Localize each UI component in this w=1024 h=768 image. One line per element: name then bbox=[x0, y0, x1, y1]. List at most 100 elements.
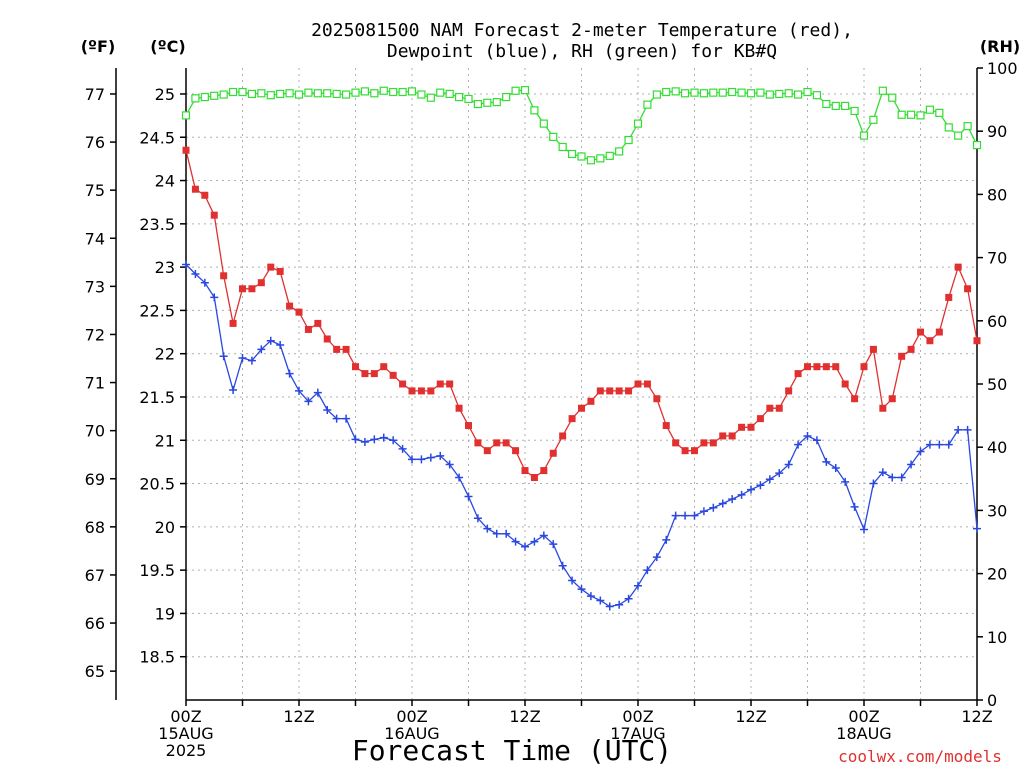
rh-point bbox=[586, 156, 596, 165]
rh-point bbox=[624, 135, 633, 145]
x-tick-label: 12Z bbox=[735, 707, 766, 726]
rh-point bbox=[803, 87, 812, 97]
temperature-point bbox=[691, 447, 698, 455]
rh-point bbox=[266, 91, 275, 100]
rh-point bbox=[502, 92, 511, 102]
credit-text: coolwx.com/models bbox=[838, 747, 1002, 766]
dewpoint-point bbox=[332, 414, 341, 423]
dewpoint-point bbox=[238, 354, 247, 363]
temperature-point bbox=[295, 308, 303, 316]
rh-point bbox=[906, 110, 916, 119]
dewpoint-point bbox=[398, 444, 407, 453]
temperature-point bbox=[672, 439, 680, 447]
rh-point bbox=[294, 90, 304, 99]
rh-point bbox=[822, 99, 831, 109]
rh-point bbox=[417, 90, 426, 99]
temperature-point bbox=[267, 263, 275, 271]
rh-point bbox=[389, 87, 398, 97]
dewpoint-point bbox=[737, 490, 746, 499]
rh-point bbox=[398, 87, 407, 97]
dewpoint-point bbox=[841, 477, 850, 486]
dewpoint-point bbox=[313, 388, 322, 397]
rh-point bbox=[407, 87, 417, 96]
dewpoint-point bbox=[643, 566, 652, 575]
dewpoint-point bbox=[247, 356, 256, 365]
temperature-point bbox=[342, 345, 350, 353]
dewpoint-point bbox=[342, 414, 351, 423]
temperature-point bbox=[210, 211, 218, 219]
fahrenheit-tick-label: 76 bbox=[85, 133, 105, 152]
temperature-point bbox=[427, 387, 435, 395]
rh-point bbox=[756, 88, 765, 97]
rh-point bbox=[520, 86, 530, 95]
temperature-point bbox=[502, 439, 510, 447]
rh-point bbox=[567, 149, 577, 159]
dewpoint-point bbox=[539, 531, 548, 540]
temperature-point bbox=[333, 345, 341, 353]
temperature-point bbox=[766, 404, 774, 412]
rh-point bbox=[746, 89, 756, 98]
dewpoint-point bbox=[850, 502, 859, 511]
temperature-point bbox=[512, 447, 520, 455]
dewpoint-point bbox=[445, 460, 454, 469]
fahrenheit-tick-label: 65 bbox=[85, 662, 105, 681]
dewpoint-point bbox=[370, 435, 379, 444]
temperature-point bbox=[926, 337, 934, 345]
dewpoint-point bbox=[492, 529, 501, 538]
rh-point bbox=[323, 89, 332, 98]
temperature-point bbox=[596, 387, 604, 395]
temperature-point bbox=[756, 415, 764, 423]
rh-point bbox=[238, 87, 247, 97]
celsius-tick-label: 21 bbox=[155, 431, 175, 450]
dewpoint-point bbox=[323, 405, 332, 414]
rh-tick-label: 60 bbox=[987, 312, 1007, 331]
dewpoint-point bbox=[191, 270, 200, 279]
temperature-point bbox=[813, 363, 821, 371]
temperature-point bbox=[804, 363, 811, 371]
axes bbox=[110, 67, 983, 706]
rh-tick-label: 10 bbox=[987, 628, 1007, 647]
temperature-point bbox=[182, 146, 190, 154]
temperature-point bbox=[304, 325, 312, 333]
fahrenheit-tick-label: 72 bbox=[85, 325, 105, 344]
rh-point bbox=[643, 100, 652, 109]
rh-point bbox=[191, 94, 200, 103]
fahrenheit-tick-label: 71 bbox=[85, 374, 105, 393]
dewpoint-point bbox=[812, 436, 821, 445]
dewpoint-point bbox=[944, 440, 953, 449]
rh-point bbox=[285, 89, 294, 98]
rh-point bbox=[549, 132, 558, 141]
dewpoint-point bbox=[266, 336, 275, 345]
dewpoint-point bbox=[389, 436, 398, 445]
fahrenheit-tick-label: 75 bbox=[85, 181, 105, 200]
dewpoint-point bbox=[888, 473, 897, 482]
temperature-point bbox=[945, 293, 953, 301]
dewpoint-point bbox=[747, 485, 755, 494]
dewpoint-point bbox=[690, 511, 699, 520]
fahrenheit-tick-label: 77 bbox=[85, 85, 105, 104]
temperature-point bbox=[370, 370, 378, 378]
rh-point bbox=[671, 87, 680, 96]
temperature-point bbox=[625, 387, 633, 395]
rh-point bbox=[304, 88, 313, 97]
rh-point bbox=[445, 89, 454, 99]
rh-point bbox=[850, 106, 859, 116]
rh-point bbox=[775, 89, 784, 99]
dewpoint-point bbox=[869, 479, 878, 488]
temperature-point bbox=[954, 263, 962, 271]
dewpoint-point bbox=[257, 345, 266, 354]
dewpoint-point bbox=[973, 524, 981, 533]
dewpoint-point bbox=[822, 457, 831, 466]
rh-point bbox=[351, 88, 360, 97]
dewpoint-point bbox=[615, 600, 624, 609]
dewpoint-point bbox=[408, 455, 416, 464]
dewpoint-point bbox=[473, 514, 482, 523]
fahrenheit-tick-label: 70 bbox=[85, 422, 105, 441]
temperature-point bbox=[201, 191, 209, 199]
data-series bbox=[181, 86, 982, 611]
dewpoint-point bbox=[285, 369, 294, 378]
rh-point bbox=[181, 111, 191, 120]
temperature-point bbox=[389, 371, 397, 379]
fahrenheit-tick-label: 67 bbox=[85, 566, 105, 585]
rh-point bbox=[888, 93, 897, 102]
